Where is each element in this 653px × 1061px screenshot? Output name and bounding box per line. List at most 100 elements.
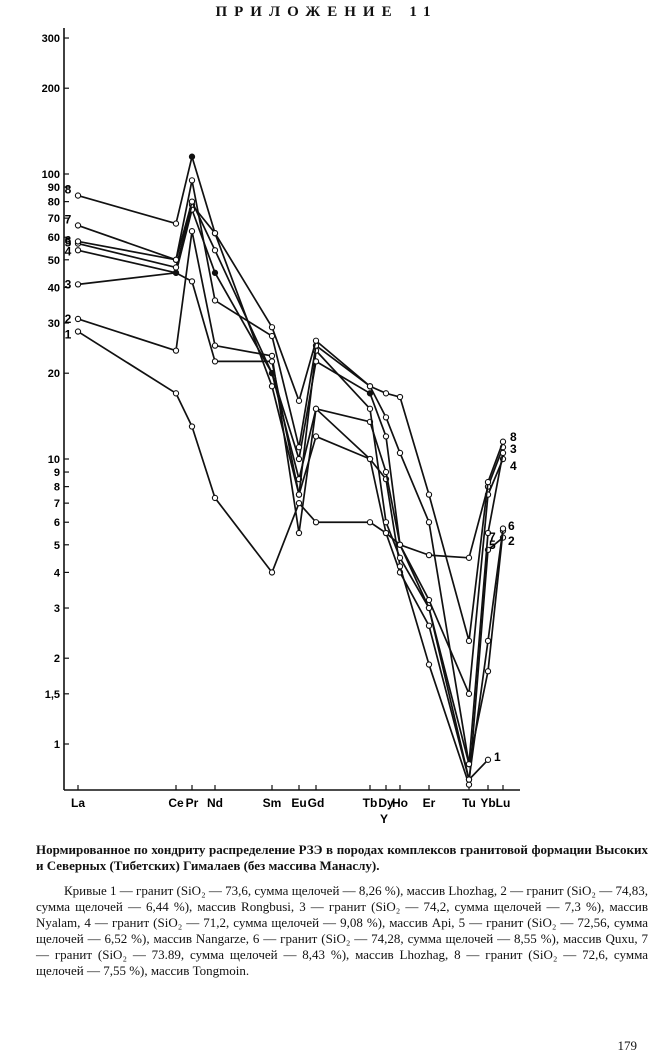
x-tick-label-lu: Lu bbox=[496, 796, 511, 810]
figure-caption: Нормированное по хондриту распределение … bbox=[36, 842, 648, 979]
data-point-8-er bbox=[425, 491, 433, 498]
x-tick-label-tu: Tu bbox=[462, 796, 476, 810]
y-tick-label: 20 bbox=[48, 368, 60, 380]
x-tick-label-nd: Nd bbox=[207, 796, 223, 810]
y-tick-label: 2 bbox=[54, 653, 60, 665]
data-point-1-ce bbox=[172, 390, 180, 397]
x-tick-label-sm: Sm bbox=[263, 796, 282, 810]
data-point-6-er bbox=[425, 604, 433, 612]
data-point-7-nd bbox=[211, 297, 219, 304]
data-point-3-tu bbox=[465, 554, 473, 561]
caption-title: Нормированное по хондриту распределение … bbox=[36, 842, 648, 873]
data-point-3-tb bbox=[366, 455, 374, 463]
data-point-2-tu bbox=[465, 781, 473, 788]
series-line-4 bbox=[77, 208, 504, 695]
data-point-4-nd bbox=[211, 269, 219, 276]
x-extra-label-y: Y bbox=[380, 812, 388, 826]
y-tick-label: 90 bbox=[48, 182, 60, 194]
x-tick-label-ce: Ce bbox=[168, 796, 184, 810]
series-label-left-1: 1 bbox=[65, 328, 72, 342]
data-point-8-gd bbox=[312, 337, 320, 344]
y-tick-label: 30 bbox=[48, 318, 60, 330]
data-point-7-er bbox=[425, 519, 433, 526]
data-point-7-dy bbox=[382, 414, 390, 421]
y-tick-label: 100 bbox=[42, 169, 60, 181]
data-point-8-dy bbox=[382, 390, 390, 397]
series-6 bbox=[74, 198, 507, 783]
x-tick-label-er: Er bbox=[423, 796, 436, 810]
series-line-6 bbox=[77, 200, 504, 781]
x-tick-label-gd: Gd bbox=[308, 796, 325, 810]
data-point-6-dy bbox=[382, 433, 390, 440]
data-point-1-yb bbox=[484, 756, 492, 763]
data-point-2-la bbox=[74, 315, 82, 323]
series-line-2 bbox=[77, 230, 504, 786]
data-point-7-ce bbox=[172, 256, 180, 263]
series-label-left-8: 8 bbox=[65, 183, 72, 197]
y-tick-label: 300 bbox=[42, 33, 60, 45]
page-header: ПРИЛОЖЕНИЕ 11 bbox=[215, 4, 438, 20]
data-point-3-dy bbox=[382, 529, 390, 537]
x-tick-label-eu: Eu bbox=[291, 796, 306, 810]
data-point-7-eu bbox=[295, 444, 303, 451]
data-point-7-lu bbox=[499, 449, 507, 457]
data-point-6-tb bbox=[366, 390, 374, 397]
y-tick-label: 10 bbox=[48, 454, 60, 466]
y-tick-label: 50 bbox=[48, 255, 60, 267]
y-tick-label: 8 bbox=[54, 482, 60, 494]
data-point-6-lu bbox=[499, 525, 507, 532]
series-line-3 bbox=[77, 271, 504, 559]
series-label-right-2: 2 bbox=[508, 534, 515, 548]
data-point-8-pr bbox=[188, 153, 196, 160]
data-point-2-pr bbox=[188, 228, 196, 235]
x-tick-label-dy: Dy bbox=[378, 796, 394, 810]
data-point-8-eu bbox=[295, 397, 303, 404]
y-tick-label: 1 bbox=[54, 739, 60, 751]
data-point-5-yb bbox=[484, 668, 492, 675]
data-point-3-sm bbox=[268, 358, 276, 365]
y-tick-label: 9 bbox=[54, 467, 60, 479]
data-point-8-ho bbox=[396, 393, 404, 401]
data-point-2-er bbox=[425, 661, 433, 668]
data-point-7-yb bbox=[484, 529, 492, 537]
data-point-1-sm bbox=[268, 569, 276, 576]
data-point-1-gd bbox=[312, 519, 320, 526]
data-point-1-pr bbox=[188, 423, 196, 430]
series-8 bbox=[74, 153, 507, 645]
data-point-4-la bbox=[74, 247, 82, 254]
data-point-6-sm bbox=[268, 370, 276, 377]
data-point-5-sm bbox=[268, 383, 276, 390]
y-tick-label: 4 bbox=[54, 567, 61, 579]
series-label-right-3: 3 bbox=[510, 442, 517, 456]
data-point-8-lu bbox=[499, 438, 507, 445]
data-point-3-gd bbox=[312, 433, 320, 440]
data-point-4-er bbox=[425, 596, 433, 604]
data-point-5-eu bbox=[295, 491, 303, 498]
data-point-8-ce bbox=[172, 220, 180, 227]
data-point-1-er bbox=[425, 622, 433, 629]
data-point-4-dy bbox=[382, 468, 390, 476]
data-point-5-dy bbox=[382, 519, 390, 526]
data-point-8-la bbox=[74, 192, 82, 199]
data-point-1-la bbox=[74, 328, 82, 335]
data-point-6-yb bbox=[484, 637, 492, 645]
data-point-1-eu bbox=[295, 499, 303, 507]
data-point-2-ce bbox=[172, 347, 180, 354]
series-label-left-4: 4 bbox=[65, 244, 72, 258]
data-point-8-sm bbox=[268, 324, 276, 331]
data-point-4-tu bbox=[465, 690, 473, 697]
series-line-7 bbox=[77, 179, 504, 765]
data-point-3-la bbox=[74, 281, 82, 288]
data-point-6-la bbox=[74, 238, 82, 245]
data-point-2-eu bbox=[295, 529, 303, 537]
series-7 bbox=[74, 177, 507, 768]
x-tick-label-la: La bbox=[71, 796, 85, 810]
data-point-2-ho bbox=[396, 563, 404, 570]
y-tick-label: 5 bbox=[54, 540, 60, 552]
data-point-6-tu bbox=[465, 776, 473, 783]
data-point-1-nd bbox=[211, 494, 219, 502]
y-tick-label: 1,5 bbox=[45, 689, 60, 701]
series-label-left-3: 3 bbox=[65, 277, 72, 291]
data-point-4-gd bbox=[312, 405, 320, 412]
